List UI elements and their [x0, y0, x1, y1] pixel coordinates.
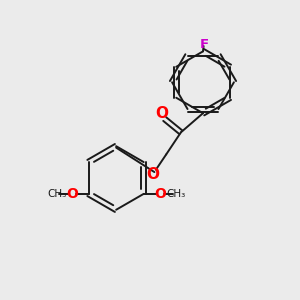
Text: O: O [147, 167, 160, 182]
Text: CH₃: CH₃ [166, 189, 185, 199]
Text: F: F [200, 38, 209, 51]
Text: O: O [154, 187, 166, 201]
Text: CH₃: CH₃ [47, 189, 66, 199]
Text: O: O [155, 106, 168, 121]
Text: O: O [66, 187, 78, 201]
